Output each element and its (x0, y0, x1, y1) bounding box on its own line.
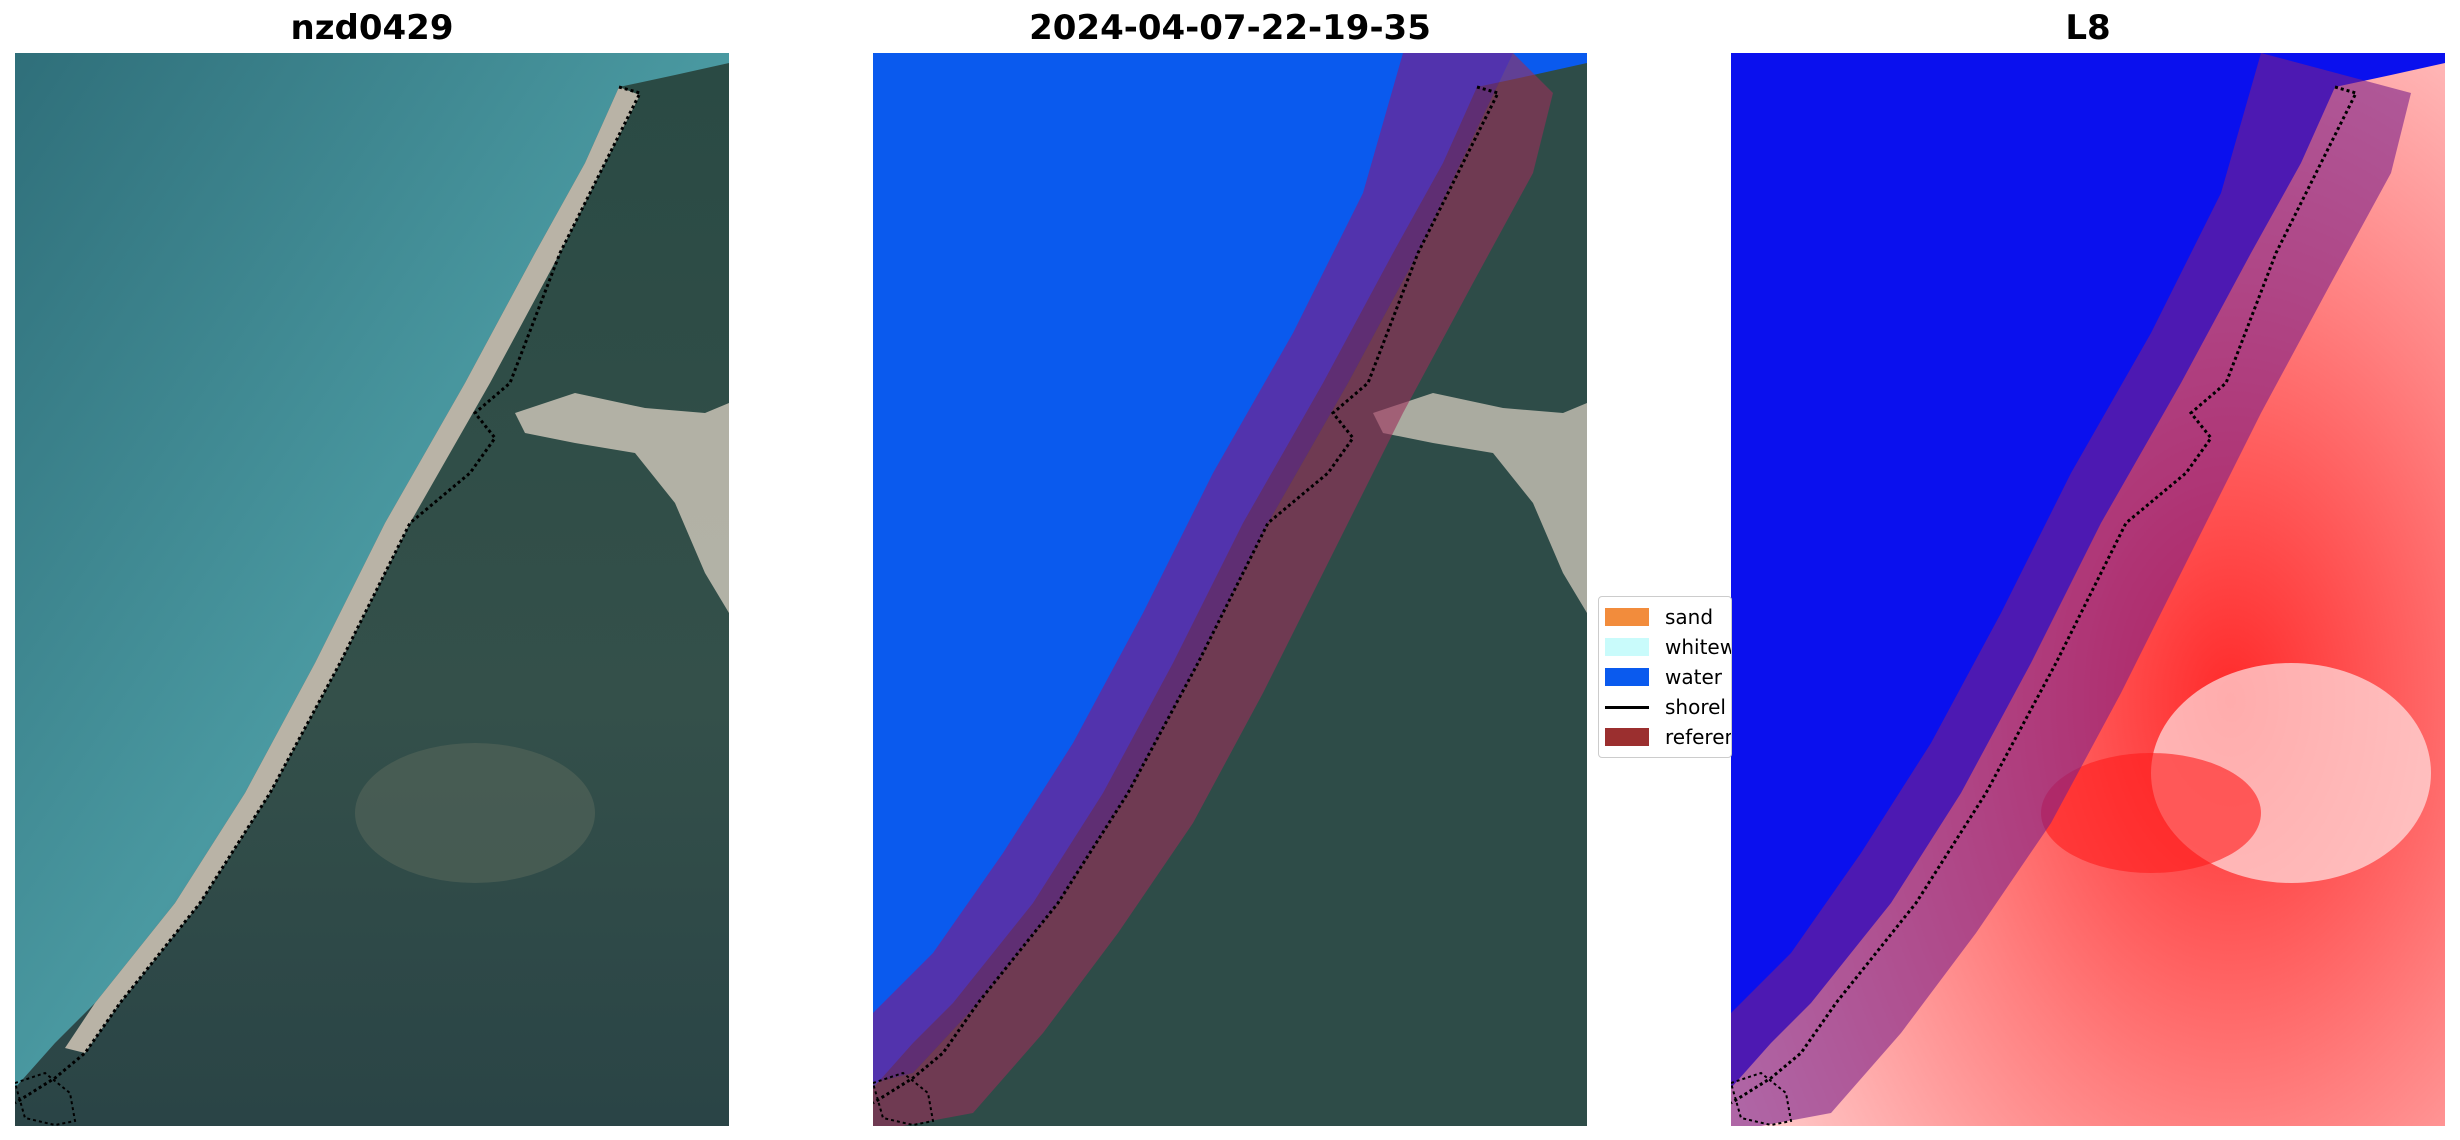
legend-label-shoreline: shorel (1665, 695, 1726, 719)
legend-label-whitewater: whitew (1665, 635, 1732, 659)
lagoon-outline (1731, 1071, 1793, 1126)
inland-clearing (355, 743, 595, 883)
reference-buffer-land-side (873, 53, 1553, 1126)
legend-item-sand: sand (1605, 605, 1713, 629)
legend-swatch-water (1605, 668, 1649, 686)
rgb-image-svg (15, 53, 729, 1126)
legend-label-water: water (1665, 665, 1722, 689)
legend-item-shoreline: shorel (1605, 695, 1726, 719)
classification-image (873, 53, 1587, 1126)
low-index-patch (2041, 753, 2261, 873)
panel-title-2: 2024-04-07-22-19-35 (1029, 8, 1431, 48)
legend-item-reference: referen (1605, 725, 1732, 749)
legend-swatch-sand (1605, 608, 1649, 626)
river-channel (515, 393, 729, 613)
legend-swatch-reference (1605, 728, 1649, 746)
legend-item-whitewater: whitew (1605, 635, 1732, 659)
lagoon-outline (15, 1071, 77, 1126)
shoreline-line (15, 85, 643, 1105)
panel-title-3: L8 (2065, 8, 2111, 48)
shoreline-line (873, 85, 1501, 1105)
rgb-satellite-image (15, 53, 729, 1126)
l8-index-image (1731, 53, 2445, 1126)
panel-title-1: nzd0429 (290, 8, 454, 48)
l8-index-svg (1731, 53, 2445, 1126)
legend-swatch-whitewater (1605, 638, 1649, 656)
legend-label-sand: sand (1665, 605, 1714, 629)
legend: sand whitew water shorel referen (1598, 596, 1732, 758)
river-channel (1373, 393, 1587, 613)
lagoon-outline (873, 1071, 935, 1126)
shoreline-line (1731, 85, 2359, 1105)
reference-buffer (1731, 53, 2411, 1126)
classification-svg (873, 53, 1587, 1126)
beach-strip (65, 87, 640, 1053)
reference-buffer-water-side (873, 53, 1513, 1083)
legend-item-water: water (1605, 665, 1722, 689)
legend-label-reference: referen (1665, 725, 1732, 749)
legend-line-shoreline (1605, 705, 1649, 709)
